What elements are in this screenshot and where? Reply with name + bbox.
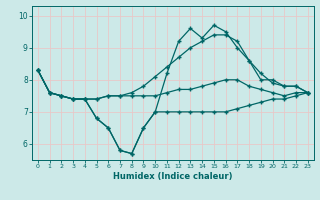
X-axis label: Humidex (Indice chaleur): Humidex (Indice chaleur) <box>113 172 233 181</box>
